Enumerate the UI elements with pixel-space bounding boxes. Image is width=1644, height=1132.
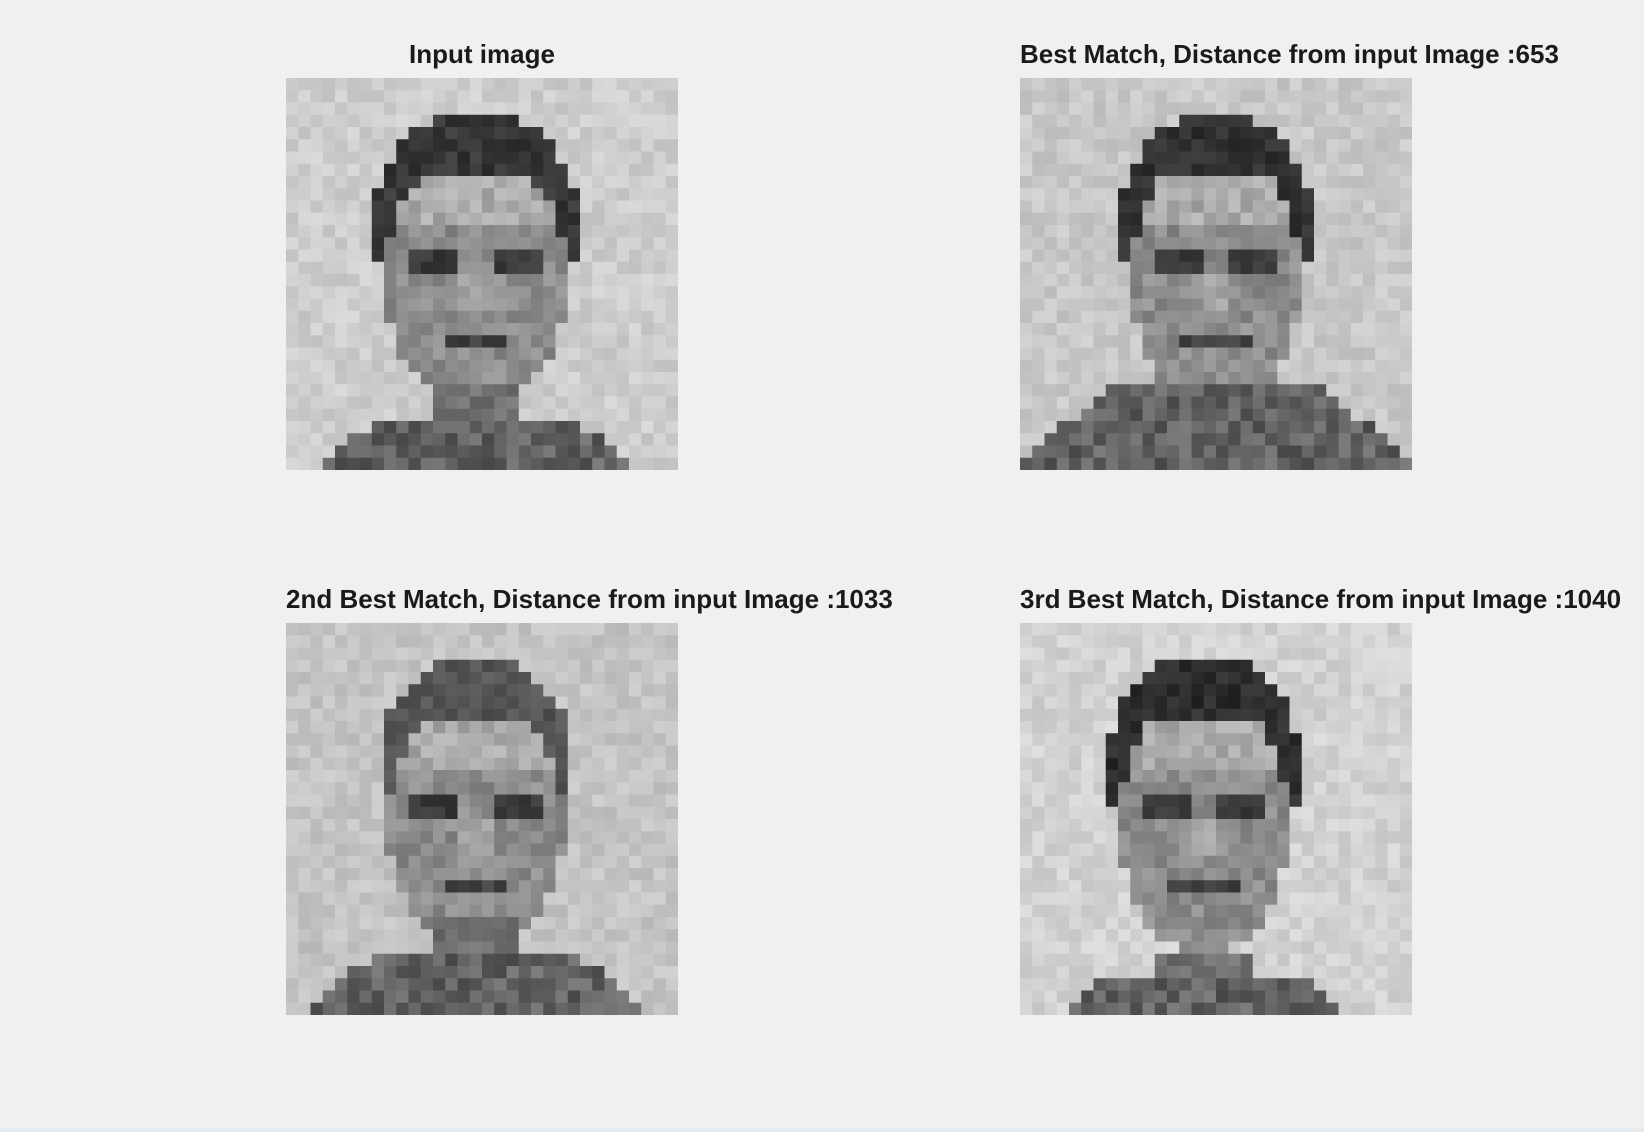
bottom-strip [0, 1128, 1644, 1132]
panel-title-input: Input image [286, 38, 678, 70]
panel-title-third-match: 3rd Best Match, Distance from input Imag… [1020, 583, 1412, 615]
panel-title-second-match: 2nd Best Match, Distance from input Imag… [286, 583, 678, 615]
face-image-third-match [1020, 623, 1412, 1015]
face-image-input [286, 78, 678, 470]
face-image-second-match [286, 623, 678, 1015]
face-image-best-match [1020, 78, 1412, 470]
panel-title-best-match: Best Match, Distance from input Image :6… [1020, 38, 1412, 70]
face-image-icon [286, 623, 678, 1015]
face-image-icon [286, 78, 678, 470]
face-image-icon [1020, 78, 1412, 470]
face-image-icon [1020, 623, 1412, 1015]
